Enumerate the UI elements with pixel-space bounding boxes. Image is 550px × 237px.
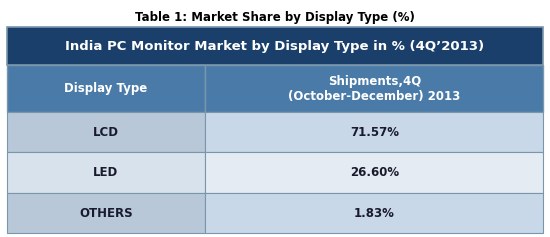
Text: 71.57%: 71.57% <box>350 126 399 139</box>
Text: India PC Monitor Market by Display Type in % (4Q’2013): India PC Monitor Market by Display Type … <box>65 40 485 53</box>
FancyBboxPatch shape <box>205 152 543 193</box>
FancyBboxPatch shape <box>205 112 543 152</box>
Text: LED: LED <box>94 166 119 179</box>
FancyBboxPatch shape <box>7 193 205 233</box>
Text: Display Type: Display Type <box>64 82 147 95</box>
Text: Shipments,4Q
(October-December) 2013: Shipments,4Q (October-December) 2013 <box>288 75 460 103</box>
Text: Table 1: Market Share by Display Type (%): Table 1: Market Share by Display Type (%… <box>135 11 415 24</box>
Text: OTHERS: OTHERS <box>79 207 133 220</box>
FancyBboxPatch shape <box>205 193 543 233</box>
FancyBboxPatch shape <box>7 27 543 65</box>
FancyBboxPatch shape <box>7 112 205 152</box>
Text: 1.83%: 1.83% <box>354 207 395 220</box>
Text: 26.60%: 26.60% <box>350 166 399 179</box>
FancyBboxPatch shape <box>205 65 543 112</box>
FancyBboxPatch shape <box>7 152 205 193</box>
FancyBboxPatch shape <box>7 65 205 112</box>
Text: LCD: LCD <box>93 126 119 139</box>
